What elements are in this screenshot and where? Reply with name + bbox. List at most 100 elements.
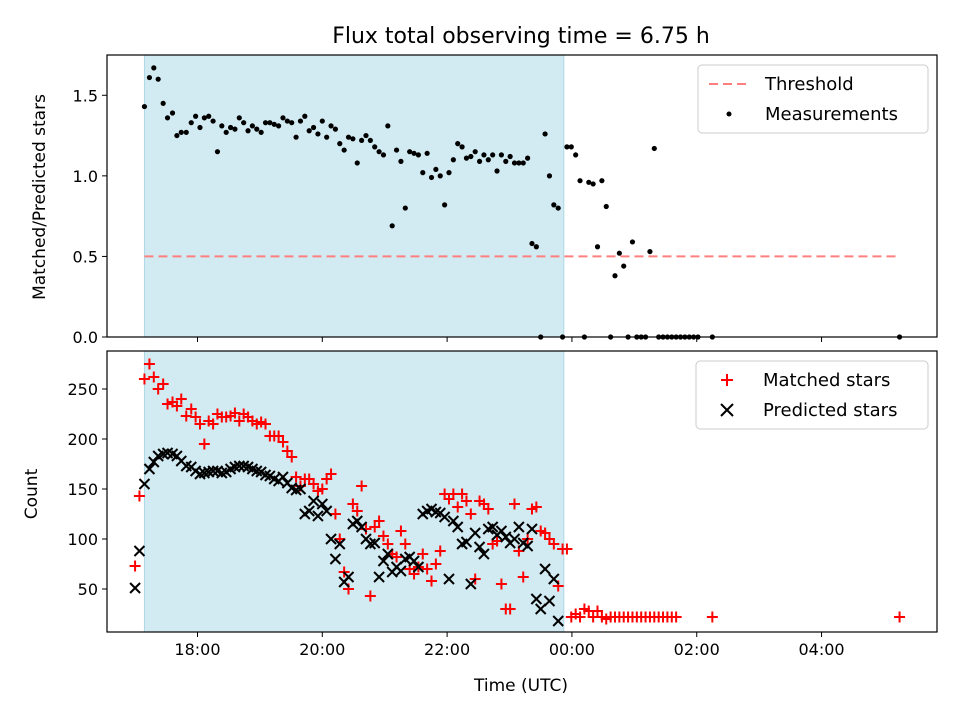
top-measurements-point (337, 141, 343, 147)
bottom-predicted-stars-point-b (447, 515, 460, 527)
bottom-matched-stars-point (364, 590, 376, 602)
bottom-predicted-stars-point-b (535, 603, 547, 615)
top-measurements-point (376, 149, 382, 155)
bottom-matched-stars-point (286, 451, 298, 463)
bottom-predicted-stars-point-b (530, 593, 543, 605)
top-measurements-point (310, 124, 317, 131)
bottom-matched-stars-point (706, 611, 718, 623)
top-measurements-point (402, 205, 408, 211)
bottom-matched-stars-point (171, 400, 183, 412)
bottom-panel: 50 100 150 200 250 18:00 20:00 22:00 00:00 02:00 0… (22, 350, 938, 696)
bottom-predicted-stars-point (447, 515, 460, 527)
top-measurements-point (178, 129, 184, 135)
bottom-predicted-stars-point (395, 565, 407, 577)
bottom-predicted-stars-point-b (500, 531, 512, 543)
top-measurements-point (599, 178, 605, 184)
bottom-matched-stars-point (129, 560, 141, 572)
bottom-predicted-stars-point (369, 537, 381, 549)
top-measurements-point (590, 181, 596, 187)
bottom-predicted-stars-point (508, 533, 521, 545)
bottom-predicted-stars-point-b (143, 463, 156, 475)
top-measurements-point (146, 74, 153, 81)
top-measurements-point (241, 120, 247, 126)
bottom-predicted-stars-point-b (452, 521, 464, 533)
bottom-predicted-stars-point (535, 603, 547, 615)
bottom-predicted-stars-point (320, 505, 333, 517)
top-measurements-point (472, 149, 478, 155)
top-measurements-point (481, 152, 487, 158)
top-measurements-point (254, 126, 260, 132)
bottom-matched-stars-point (148, 371, 160, 383)
top-measurements-point (214, 149, 221, 155)
bottom-matched-stars-point (157, 378, 169, 390)
bottom-legend: Matched stars Predicted stars (695, 360, 929, 430)
bottom-matched-stars-point (460, 495, 472, 507)
bottom-matched-stars-point (329, 508, 341, 520)
top-measurements-point (498, 152, 505, 158)
bottom-matched-stars-point (456, 488, 468, 500)
bottom-predicted-stars-point-b (351, 515, 363, 527)
bottom-predicted-stars-point-b (294, 483, 307, 495)
bottom-predicted-stars-point (530, 593, 543, 605)
bottom-predicted-stars-point (351, 515, 363, 527)
bottom-predicted-stars-point-b (237, 460, 250, 472)
bottom-matched-stars-point (495, 578, 507, 590)
bottom-predicted-stars-point-b (316, 498, 329, 510)
bottom-predicted-stars-point (465, 578, 477, 590)
bottom-predicted-stars-point (495, 525, 508, 537)
bottom-predicted-stars-point (486, 521, 499, 533)
top-measurements-point (306, 128, 312, 134)
top-measurements-point (568, 144, 574, 150)
top-measurements-point (219, 123, 225, 129)
bottom-ytick-label: 200 (67, 430, 98, 449)
top-measurements-point (183, 129, 189, 135)
top-measurements-point (442, 202, 448, 208)
top-measurements-point (520, 160, 526, 166)
top-panel: 0.0 0.5 1.0 1.5 Matched/Predicted stars Thr… (30, 54, 938, 347)
top-measurements-point (428, 174, 435, 181)
bottom-matched-stars-point (369, 521, 381, 533)
bottom-predicted-stars-point (133, 545, 146, 557)
bottom-predicted-stars-point-b (460, 536, 473, 548)
bottom-matched-stars-point (180, 410, 192, 422)
top-measurements-point (542, 131, 548, 137)
bottom-matched-stars-point (162, 398, 174, 410)
bottom-predicted-stars-point-b (325, 533, 337, 545)
top-measurements-point (280, 115, 286, 121)
bottom-predicted-stars-point-b (548, 573, 560, 585)
bottom-predicted-stars-point-b (513, 521, 525, 533)
bottom-predicted-stars-point (473, 541, 486, 553)
bottom-predicted-stars-point (355, 521, 368, 533)
top-measurements-point (629, 239, 636, 245)
bottom-predicted-stars-point-b (486, 521, 499, 533)
xtick-label: 00:00 (549, 640, 595, 659)
bottom-predicted-stars-point (312, 510, 324, 522)
top-measurements-point (284, 118, 290, 124)
bottom-predicted-stars-point (316, 498, 329, 510)
bottom-predicted-stars-point-b (277, 471, 289, 483)
top-measurements-point (564, 144, 570, 150)
top-measurements-point (297, 118, 304, 124)
bottom-predicted-stars-point-b (148, 456, 160, 468)
bottom-predicted-stars-point-b (133, 545, 146, 557)
bottom-matched-stars-point (273, 430, 285, 442)
top-measurements-point (249, 123, 256, 129)
bottom-predicted-stars-point-b (495, 525, 508, 537)
bottom-matched-stars-point (421, 563, 433, 575)
predicted-legend-label: Predicted stars (763, 400, 897, 421)
bottom-matched-stars-point (133, 490, 145, 502)
xtick-label: 22:00 (424, 640, 470, 659)
top-measurements-point (151, 65, 157, 71)
top-measurements-point (411, 150, 417, 156)
top-measurements-point (271, 121, 277, 127)
top-ytick-label: 0.0 (73, 328, 98, 347)
top-measurements-point (389, 223, 395, 229)
bottom-predicted-stars-point (382, 548, 394, 560)
bottom-predicted-stars-point (129, 582, 141, 594)
bottom-matched-stars-point (190, 411, 202, 423)
bottom-matched-stars-point (373, 515, 385, 527)
bottom-predicted-stars-point-b (473, 541, 486, 553)
top-measurements-point (490, 152, 496, 158)
top-measurements-point (385, 123, 391, 129)
bottom-predicted-stars-point-b (251, 465, 263, 477)
